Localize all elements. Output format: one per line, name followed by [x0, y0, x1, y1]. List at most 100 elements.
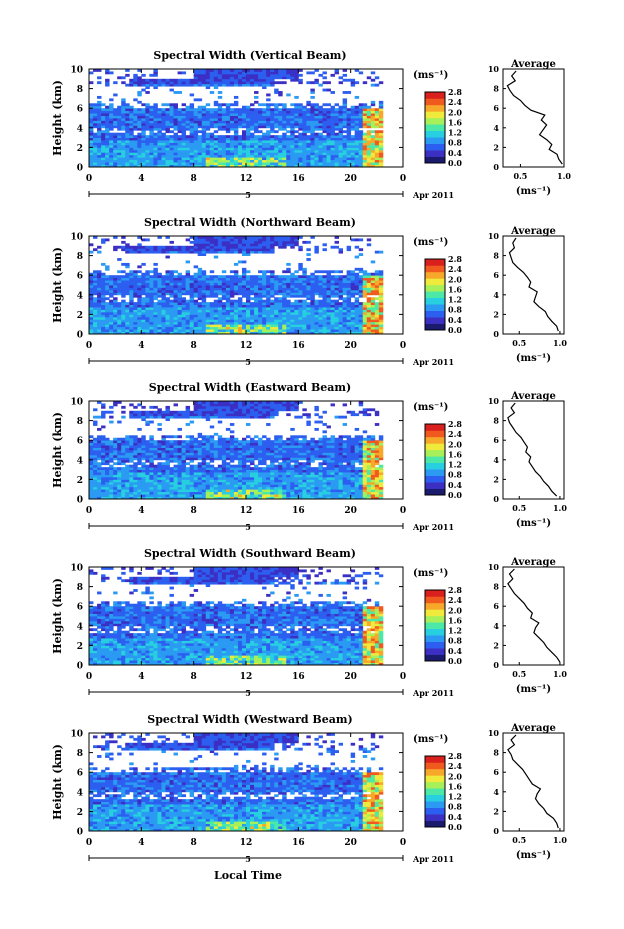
heatmap-cell [117, 326, 122, 330]
heatmap-cell [318, 144, 323, 148]
heatmap-cell [125, 491, 130, 495]
heatmap-cell [274, 118, 279, 121]
heatmap-cell [133, 476, 138, 480]
heatmap-cell [350, 115, 356, 119]
heatmap-cell [362, 481, 368, 485]
heatmap-cell [318, 316, 323, 320]
heatmap-cell [89, 250, 94, 254]
heatmap-cell [286, 243, 291, 247]
heatmap-cell [161, 149, 166, 153]
heatmap-cell [290, 149, 295, 153]
heatmap-cell [177, 110, 182, 114]
heatmap-cell [306, 118, 311, 121]
heatmap-cell [193, 277, 199, 281]
heatmap-cell [378, 110, 384, 114]
heatmap-cell [185, 147, 191, 151]
heatmap-cell [298, 154, 303, 158]
heatmap-cell [145, 496, 150, 500]
avg-y-tick-label: 4 [493, 290, 499, 300]
heatmap-cell [133, 319, 138, 323]
heatmap-cell [237, 304, 243, 308]
heatmap-cell [229, 484, 235, 488]
heatmap-cell [266, 292, 271, 296]
heatmap-cell [250, 280, 255, 283]
heatmap-cell [197, 157, 203, 161]
heatmap-cell [141, 496, 146, 500]
heatmap-cell [193, 272, 199, 276]
heatmap-cell [246, 142, 251, 146]
heatmap-cell [101, 162, 106, 165]
heatmap-cell [286, 496, 291, 500]
heatmap-cell [197, 108, 203, 112]
heatmap-cell [221, 294, 227, 298]
heatmap-cell [314, 321, 319, 325]
heatmap-cell [153, 159, 158, 163]
heatmap-cell [185, 484, 191, 488]
heatmap-cell [342, 292, 348, 296]
heatmap-cell [229, 113, 235, 116]
heatmap-cell [314, 479, 319, 483]
heatmap-cell [113, 144, 118, 148]
heatmap-cell [306, 149, 311, 153]
heatmap-cell [125, 302, 130, 305]
heatmap-cell [201, 299, 207, 303]
heatmap-cell [270, 484, 275, 488]
heatmap-cell [101, 147, 106, 151]
heatmap-cell [217, 277, 223, 281]
heatmap-cell [225, 73, 231, 77]
heatmap-cell [358, 270, 364, 274]
heatmap-cell [93, 115, 98, 119]
heatmap-cell [322, 280, 327, 283]
heatmap-cell [149, 105, 154, 109]
heatmap-cell [161, 81, 166, 85]
heatmap-cell [338, 321, 344, 325]
heatmap-cell [254, 238, 259, 242]
heatmap-cell [350, 152, 356, 156]
heatmap-cell [173, 105, 178, 109]
heatmap-cell [374, 319, 380, 323]
heatmap-cell [181, 118, 187, 121]
heatmap-cell [266, 164, 271, 168]
heatmap-cell [137, 331, 142, 335]
heatmap-cell [101, 319, 106, 323]
heatmap-cell [330, 307, 335, 310]
heatmap-cell [233, 248, 239, 252]
heatmap-cell [290, 122, 295, 126]
heatmap-cell [310, 321, 315, 325]
heatmap-cell [149, 248, 154, 252]
heatmap-cell [282, 309, 287, 313]
heatmap-cell [378, 157, 384, 161]
heatmap-cell [97, 319, 102, 323]
heatmap-cell [137, 144, 142, 148]
heatmap-cell [193, 292, 199, 296]
heatmap-cell [113, 311, 118, 315]
heatmap-cell [290, 302, 295, 305]
heatmap-cell [217, 164, 223, 168]
heatmap-cell [97, 144, 102, 148]
heatmap-cell [129, 277, 134, 281]
heatmap-cell [177, 115, 182, 119]
heatmap-cell [262, 135, 267, 138]
heatmap-cell [193, 250, 199, 254]
heatmap-cell [113, 484, 118, 488]
heatmap-cell [358, 253, 364, 256]
heatmap-cell [217, 142, 223, 146]
heatmap-cell [374, 329, 380, 332]
heatmap-cell [121, 294, 126, 298]
heatmap-cell [302, 122, 307, 126]
heatmap-cell [149, 309, 154, 313]
heatmap-cell [237, 78, 243, 82]
heatmap-cell [342, 130, 348, 134]
heatmap-cell [262, 115, 267, 119]
heatmap-cell [117, 122, 122, 126]
heatmap-cell [117, 321, 122, 325]
heatmap-cell [282, 484, 287, 488]
heatmap-cell [310, 314, 315, 318]
heatmap-cell [101, 302, 106, 305]
heatmap-cell [169, 316, 174, 320]
heatmap-cell [229, 311, 235, 315]
heatmap-cell [366, 76, 372, 80]
heatmap-cell [117, 496, 122, 500]
